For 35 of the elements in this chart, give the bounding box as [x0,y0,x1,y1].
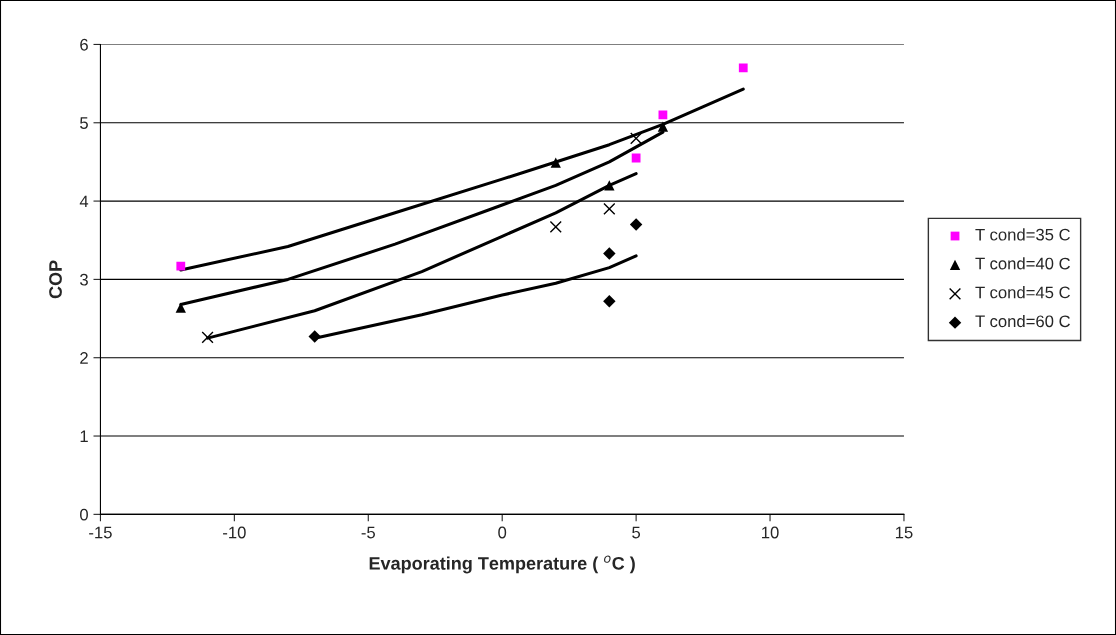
point [201,331,214,344]
point [603,247,616,260]
point [657,121,669,132]
point [603,202,616,215]
y-tick-label: 5 [80,117,88,129]
y-tick-label: 3 [80,273,88,286]
x-tick-label: 0 [498,526,507,539]
y-axis-title: COP [49,260,62,299]
y-tick-label: 4 [79,195,89,208]
point [176,261,186,271]
x-tick-label: -5 [361,526,375,539]
point [630,132,643,145]
point [738,63,748,73]
x-tick-label: -10 [223,526,246,539]
x-tick-label: -15 [89,526,112,539]
legend-label: T cond=35 C [975,228,1070,241]
point [604,180,615,191]
point [631,153,641,163]
legend-label: T cond=40 C [975,257,1070,270]
point [550,157,561,168]
legend-label: T cond=45 C [975,286,1070,299]
y-tick-label: 6 [80,38,88,51]
point [603,295,616,308]
y-tick-label: 2 [80,352,88,364]
y-tick-label: 1 [80,430,88,443]
x-axis-title: Evaporating Temperature ( $^{o}$C ) [369,555,635,574]
x-tick-label: 5 [632,526,641,539]
point [549,220,562,234]
point [308,330,321,343]
legend-label: T cond=60 C [975,314,1070,328]
x-tick-label: 15 [895,526,913,539]
x-tick-label: 10 [762,526,779,539]
point [629,218,643,231]
point [175,302,186,313]
y-tick-label: 0 [80,508,88,521]
